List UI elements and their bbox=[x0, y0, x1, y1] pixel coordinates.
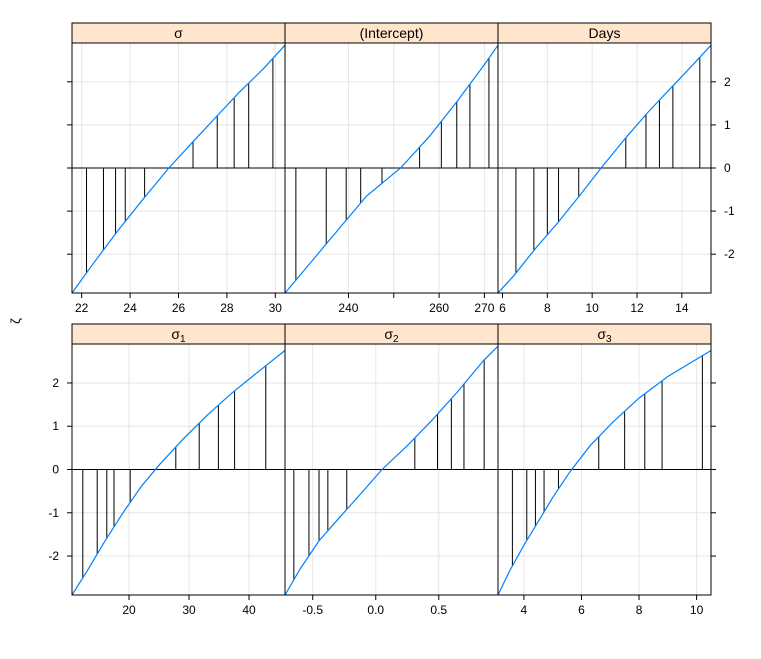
series-line-5 bbox=[284, 345, 499, 596]
y-tick-label-left-2: 0 bbox=[52, 463, 59, 477]
series-line-2 bbox=[284, 44, 499, 294]
x-tick-label-5-0: -0.5 bbox=[302, 603, 323, 617]
strip-title-2: (Intercept) bbox=[360, 25, 424, 41]
x-tick-label-4-2: 40 bbox=[242, 603, 256, 617]
strip-title-3: Days bbox=[589, 25, 621, 41]
panel-2: (Intercept) 240 260 270 bbox=[284, 22, 499, 315]
x-tick-label-2-0: 240 bbox=[338, 301, 358, 315]
x-tick-label-6-1: 6 bbox=[578, 603, 585, 617]
x-tick-label-1-2: 26 bbox=[172, 301, 186, 315]
x-tick-label-4-1: 30 bbox=[182, 603, 196, 617]
x-tick-label-6-3: 10 bbox=[690, 603, 704, 617]
series-line-6 bbox=[497, 349, 712, 596]
x-tick-label-6-0: 4 bbox=[521, 603, 528, 617]
strip-subscript-6: 3 bbox=[606, 334, 612, 345]
y-tick-label-right-1: -1 bbox=[724, 204, 735, 218]
panel-5: σ2-0.5 0.0 0.5 bbox=[284, 323, 499, 617]
x-tick-label-6-2: 8 bbox=[636, 603, 643, 617]
y-tick-label-left-1: -1 bbox=[48, 506, 59, 520]
x-tick-label-1-3: 28 bbox=[220, 301, 234, 315]
x-tick-label-2-2: 260 bbox=[429, 301, 449, 315]
x-tick-label-3-1: 8 bbox=[544, 301, 551, 315]
series-line-3 bbox=[497, 44, 712, 294]
x-tick-label-3-2: 10 bbox=[585, 301, 599, 315]
y-tick-label-left-0: -2 bbox=[48, 549, 59, 563]
x-tick-label-1-4: 30 bbox=[269, 301, 283, 315]
strip-subscript-5: 2 bbox=[393, 334, 399, 345]
y-tick-label-left-4: 2 bbox=[52, 376, 59, 390]
y-tick-label-right-4: 2 bbox=[724, 75, 731, 89]
series-line-1 bbox=[71, 44, 286, 294]
y-tick-label-left-3: 1 bbox=[52, 419, 59, 433]
x-tick-label-1-1: 24 bbox=[123, 301, 137, 315]
x-tick-label-3-0: 6 bbox=[499, 301, 506, 315]
x-tick-label-5-1: 0.0 bbox=[367, 603, 384, 617]
x-tick-label-2-3: 270 bbox=[474, 301, 494, 315]
panel-3: Days 6 8 10 12 14 bbox=[497, 22, 712, 315]
strip-subscript-4: 1 bbox=[180, 334, 186, 345]
x-tick-label-5-2: 0.5 bbox=[430, 603, 447, 617]
y-axis-label: ζ bbox=[8, 318, 23, 324]
x-tick-label-3-3: 12 bbox=[630, 301, 644, 315]
series-line-4 bbox=[71, 350, 286, 596]
y-tick-label-right-2: 0 bbox=[724, 161, 731, 175]
strip-title-1: σ bbox=[174, 25, 183, 41]
x-tick-label-4-0: 20 bbox=[122, 603, 136, 617]
panel-1: σ 22 24 26 28 30 bbox=[71, 22, 286, 315]
x-tick-label-1-0: 22 bbox=[75, 301, 89, 315]
y-tick-label-right-0: -2 bbox=[724, 247, 735, 261]
panel-6: σ34 6 8 10 bbox=[497, 323, 712, 617]
y-tick-label-right-3: 1 bbox=[724, 118, 731, 132]
x-tick-label-3-4: 14 bbox=[675, 301, 689, 315]
